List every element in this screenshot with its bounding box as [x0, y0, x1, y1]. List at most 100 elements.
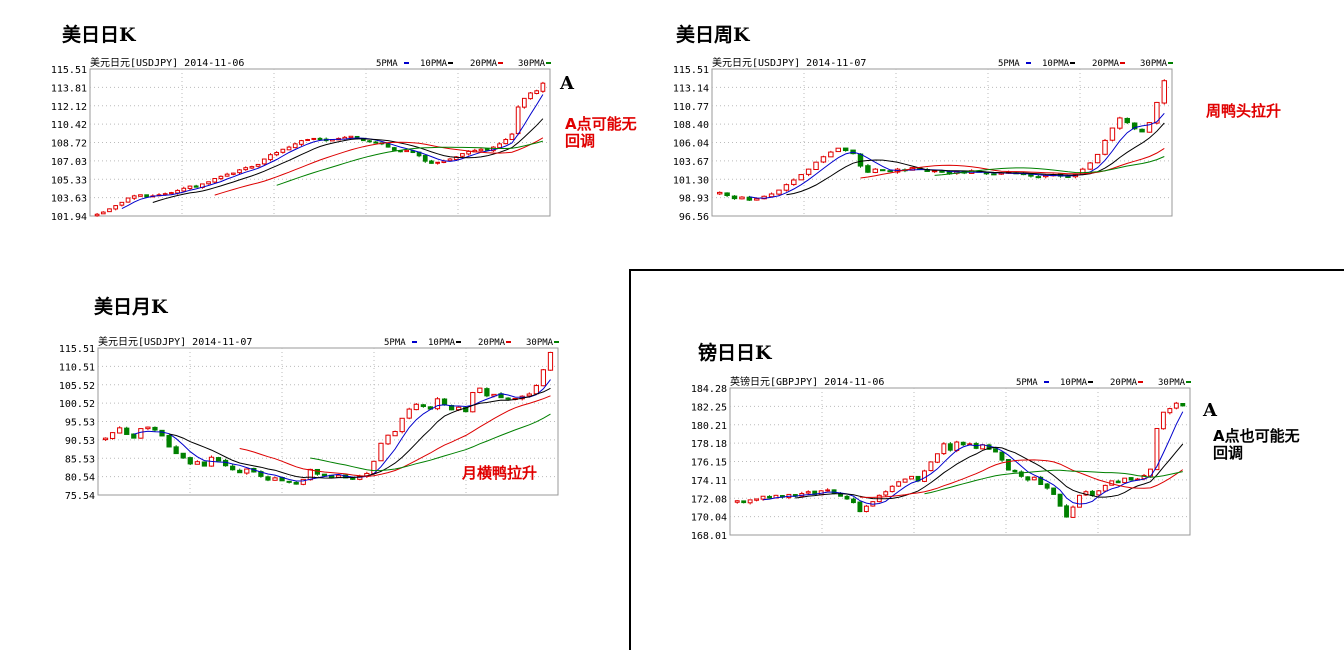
candle [991, 173, 997, 176]
y-tick-label: 80.54 [65, 473, 95, 484]
candle [1012, 469, 1018, 473]
legend-swatch [448, 62, 453, 64]
candle [1064, 505, 1069, 518]
candle [928, 461, 934, 472]
gbp-note-line1: A点也可能无 [1213, 427, 1300, 445]
candle [1065, 175, 1071, 178]
candle [1102, 484, 1108, 492]
candle [293, 481, 299, 485]
candle [173, 446, 179, 455]
legend-swatch [1026, 62, 1031, 64]
heading-usdjpy-monthly: 美日月K [94, 296, 168, 318]
candle [300, 478, 306, 485]
candle [131, 195, 137, 199]
candle [889, 485, 895, 493]
candle [422, 154, 428, 162]
candle [1115, 480, 1121, 484]
candle [746, 196, 753, 201]
legend-10pma: 10PMA [1042, 59, 1070, 69]
candle [152, 426, 158, 431]
y-tick-label: 112.12 [51, 102, 87, 113]
candle [138, 428, 144, 439]
candle [825, 489, 831, 492]
legend-30pma: 30PMA [526, 338, 554, 348]
candle [100, 211, 106, 215]
candle [1180, 403, 1186, 407]
candle [883, 491, 889, 496]
candle [993, 448, 998, 453]
candle [249, 166, 255, 169]
candle [521, 97, 527, 108]
y-tick-label: 105.52 [59, 381, 95, 392]
candle [1089, 490, 1095, 496]
y-tick-label: 170.04 [691, 513, 727, 524]
usdjpy-monthly-chart: 美元日元[USDJPY] 2014-11-07 5PMA 10PMA 20PMA 30P… [59, 335, 559, 502]
gbpjpy-daily-chart: 英镑日元[GBPJPY] 2014-11-06 5PMA 10PMA 20PMA 30P… [691, 375, 1191, 542]
candle [429, 160, 434, 164]
y-tick-label: 108.72 [51, 139, 87, 150]
legend-30pma: 30PMA [518, 59, 546, 69]
y-tick-label: 108.40 [673, 120, 709, 131]
candle [828, 151, 834, 158]
candle [125, 197, 131, 203]
candle [441, 398, 448, 406]
ma20-line [239, 395, 551, 477]
ma30-line [924, 469, 1183, 495]
candle [255, 163, 261, 167]
candle [1057, 493, 1063, 507]
candle [230, 172, 236, 175]
y-tick-label: 101.30 [673, 175, 709, 186]
ma20-line [214, 137, 544, 196]
ma30-line [310, 413, 551, 472]
candle [768, 193, 775, 198]
ma10-line [795, 443, 1184, 500]
legend-swatch [1070, 62, 1075, 64]
candle [509, 133, 515, 141]
y-tick-label: 95.53 [65, 418, 95, 429]
candle [941, 443, 947, 455]
plot-area [729, 387, 1191, 536]
candle [909, 475, 915, 480]
candle [999, 451, 1005, 461]
daily-note: A点可能无 回调 [565, 116, 637, 150]
candle [960, 441, 966, 446]
legend-swatch [554, 341, 559, 343]
candle [798, 174, 804, 181]
candle [404, 149, 410, 153]
candle [1102, 139, 1108, 155]
candle [169, 192, 174, 195]
candle [540, 82, 546, 92]
candle [180, 452, 186, 459]
candle [1094, 153, 1101, 164]
candle [1117, 117, 1123, 129]
candle [181, 187, 187, 192]
candle [1124, 117, 1130, 124]
candle [754, 498, 760, 501]
candle [478, 148, 484, 152]
chart-title: 美元日元[USDJPY] 2014-11-07 [98, 335, 252, 348]
candle [879, 169, 886, 172]
candle [385, 143, 391, 148]
candle [385, 434, 391, 445]
candle [922, 470, 927, 482]
candle [863, 505, 869, 513]
legend-5pma: 5PMA [376, 59, 398, 69]
candle [1146, 122, 1153, 133]
legend-20pma: 20PMA [470, 59, 498, 69]
legend-swatch [1044, 381, 1049, 383]
candle [268, 154, 273, 161]
candle [534, 90, 540, 94]
gbp-note-line2: 回调 [1213, 444, 1244, 462]
candle [317, 137, 323, 141]
candle [119, 201, 125, 206]
candle [791, 179, 797, 185]
chart-title: 英镑日元[GBPJPY] 2014-11-06 [730, 375, 884, 388]
candle [286, 480, 292, 483]
y-tick-label: 106.04 [673, 139, 709, 150]
candle [872, 168, 879, 173]
daily-note-line1: A点可能无 [565, 115, 637, 133]
candle [1087, 162, 1093, 170]
candle [865, 165, 871, 173]
candle [1128, 477, 1134, 481]
candle [1167, 408, 1173, 414]
